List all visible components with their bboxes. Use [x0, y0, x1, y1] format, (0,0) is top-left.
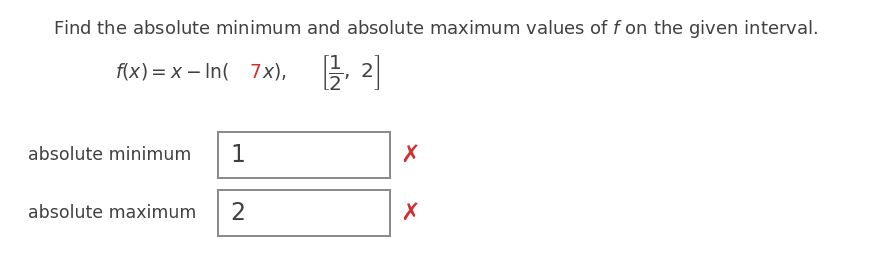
FancyBboxPatch shape	[218, 190, 389, 236]
Text: 1: 1	[229, 143, 244, 167]
Text: Find the absolute minimum and absolute maximum values of $f$ on the given interv: Find the absolute minimum and absolute m…	[52, 18, 817, 40]
Text: $f(x) = x - \ln($: $f(x) = x - \ln($	[115, 62, 229, 83]
FancyBboxPatch shape	[218, 132, 389, 178]
Text: absolute maximum: absolute maximum	[28, 204, 196, 222]
Text: $x),$: $x),$	[262, 62, 287, 83]
Text: $\left[\dfrac{1}{2},\ 2\right]$: $\left[\dfrac{1}{2},\ 2\right]$	[320, 52, 380, 92]
Text: 2: 2	[229, 201, 245, 225]
Text: $7$: $7$	[249, 62, 261, 82]
Text: ✗: ✗	[400, 201, 420, 225]
Text: ✗: ✗	[400, 143, 420, 167]
Text: absolute minimum: absolute minimum	[28, 146, 191, 164]
